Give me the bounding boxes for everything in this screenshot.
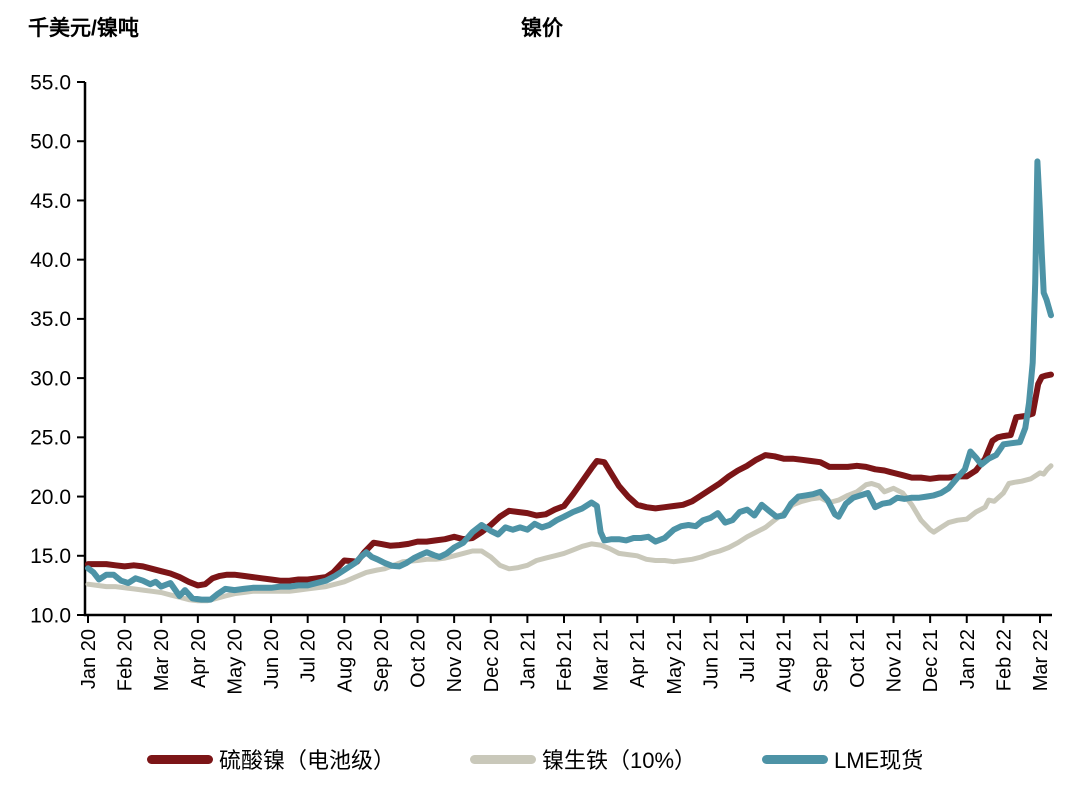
x-axis-tick-label: Jul 20 bbox=[298, 629, 320, 682]
x-axis-tick-label: Jun 20 bbox=[261, 629, 283, 689]
x-axis-tick-label: May 20 bbox=[224, 629, 246, 695]
legend-item-lme-spot: LME现货 bbox=[762, 742, 923, 776]
y-axis-tick-label: 10.0 bbox=[30, 604, 71, 627]
y-axis-tick-label: 40.0 bbox=[30, 249, 71, 272]
legend-label-lme-spot: LME现货 bbox=[834, 748, 924, 773]
x-axis-tick-label: Apr 20 bbox=[188, 629, 210, 688]
legend-label-nickel-sulfate: 硫酸镍（电池级） bbox=[219, 748, 396, 773]
series-line-1 bbox=[85, 463, 1054, 604]
x-axis-tick-label: Mar 20 bbox=[151, 629, 173, 691]
x-axis-tick-label: May 21 bbox=[664, 629, 686, 695]
legend-label-nickel-pig-iron: 镍生铁（10%） bbox=[542, 748, 697, 773]
x-axis-tick-label: Feb 22 bbox=[993, 629, 1015, 691]
x-axis-tick-label: Oct 20 bbox=[408, 629, 430, 688]
axis-lines bbox=[83, 82, 1052, 617]
x-axis-tick-label: Feb 21 bbox=[554, 629, 576, 691]
x-axis-tick-label: Aug 21 bbox=[774, 629, 796, 692]
y-axis-tick-label: 50.0 bbox=[30, 131, 71, 154]
y-axis-tick-label: 25.0 bbox=[30, 427, 71, 450]
x-axis-tick-label: Mar 21 bbox=[591, 629, 613, 691]
x-axis-tick-label: Feb 20 bbox=[115, 629, 137, 691]
series-line-0 bbox=[85, 371, 1054, 589]
legend-item-nickel-sulfate: 硫酸镍（电池级） bbox=[147, 742, 395, 776]
x-axis-tick-label: Dec 21 bbox=[920, 629, 942, 692]
x-axis-tick-label: Jan 22 bbox=[957, 629, 979, 689]
y-axis-tick-label: 55.0 bbox=[30, 71, 71, 94]
x-axis-tick-label: Dec 20 bbox=[481, 629, 503, 692]
x-axis-tick-label: Sep 21 bbox=[810, 629, 832, 692]
x-axis-tick-label: Nov 20 bbox=[444, 629, 466, 692]
y-axis-tick-label: 20.0 bbox=[30, 486, 71, 509]
y-axis-tick-label: 30.0 bbox=[30, 367, 71, 390]
x-axis-tick-label: Jan 20 bbox=[78, 629, 100, 689]
legend-item-nickel-pig-iron: 镍生铁（10%） bbox=[470, 742, 696, 776]
nickel-pig-iron-line-swatch bbox=[470, 754, 536, 764]
x-axis-tick-label: Oct 21 bbox=[847, 629, 869, 688]
y-axis-tick-label: 45.0 bbox=[30, 190, 71, 213]
x-axis-tick-label: Jan 21 bbox=[517, 629, 539, 689]
x-axis-tick-label: Aug 20 bbox=[334, 629, 356, 692]
x-axis-tick-label: Jul 21 bbox=[737, 629, 759, 682]
y-axis-tick-label: 35.0 bbox=[30, 308, 71, 331]
series-line-2 bbox=[85, 158, 1054, 603]
x-axis-tick-label: Nov 21 bbox=[884, 629, 906, 692]
chart-legend: 硫酸镍（电池级） 镍生铁（10%） LME现货 bbox=[0, 742, 1080, 776]
y-axis-tick-label: 15.0 bbox=[30, 545, 71, 568]
x-axis-tick-label: Apr 21 bbox=[627, 629, 649, 688]
nickel-sulfate-line-swatch bbox=[147, 754, 213, 764]
x-axis-tick-label: Jun 21 bbox=[700, 629, 722, 689]
x-axis-tick-label: Mar 22 bbox=[1030, 629, 1052, 691]
y-axis-unit-label: 千美元/镍吨 bbox=[28, 17, 139, 40]
lme-spot-line-swatch bbox=[762, 754, 828, 764]
chart-title: 镍价 bbox=[521, 17, 563, 40]
x-axis-tick-label: Sep 20 bbox=[371, 629, 393, 692]
